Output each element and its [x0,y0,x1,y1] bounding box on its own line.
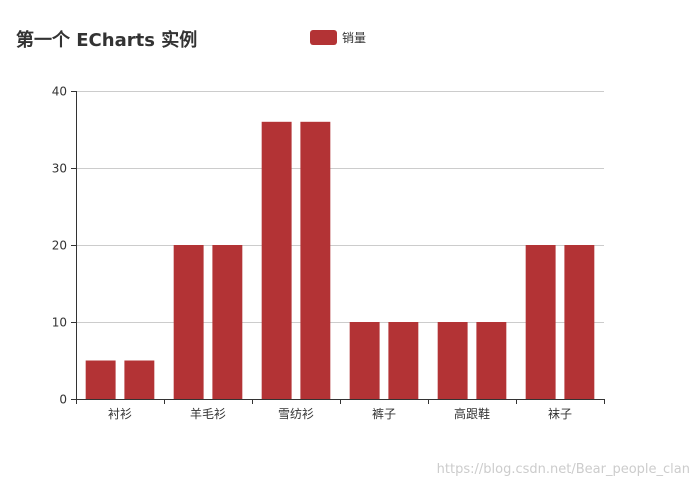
bar-1-0[interactable] [124,360,155,400]
gridlines [76,91,604,323]
x-axis: 衬衫 羊毛衫 雪纺衫 裤子 高跟鞋 袜子 [76,399,605,421]
x-tick-label: 袜子 [548,407,572,421]
bar-1-5[interactable] [564,245,595,399]
bar-1-3[interactable] [388,322,419,399]
x-tick-label: 雪纺衫 [278,407,314,421]
legend-label[interactable]: 销量 [342,31,366,45]
bar-1-4[interactable] [476,322,507,399]
y-tick-label: 20 [52,239,67,253]
bar-0-1[interactable] [173,245,204,399]
bar-0-3[interactable] [349,322,380,399]
bar-1-1[interactable] [212,245,243,399]
y-tick-label: 0 [59,393,67,407]
y-tick-label: 30 [52,162,67,176]
bars [85,121,595,400]
y-axis: 0 10 20 30 40 [52,85,77,407]
x-tick-label: 衬衫 [108,407,132,421]
x-tick-label: 裤子 [372,407,396,421]
bar-0-0[interactable] [85,360,116,400]
chart-title: 第一个 ECharts 实例 [16,29,197,51]
watermark: https://blog.csdn.net/Bear_people_clan [437,462,690,477]
bar-0-4[interactable] [437,322,468,399]
bar-1-2[interactable] [300,121,331,400]
legend[interactable]: 销量 [310,30,366,45]
y-tick-label: 40 [52,85,67,99]
y-tick-label: 10 [52,316,67,330]
legend-swatch[interactable] [310,30,337,45]
bar-0-2[interactable] [261,121,292,400]
x-tick-label: 羊毛衫 [190,406,226,421]
x-tick-label: 高跟鞋 [454,406,490,421]
bar-0-5[interactable] [525,245,556,399]
